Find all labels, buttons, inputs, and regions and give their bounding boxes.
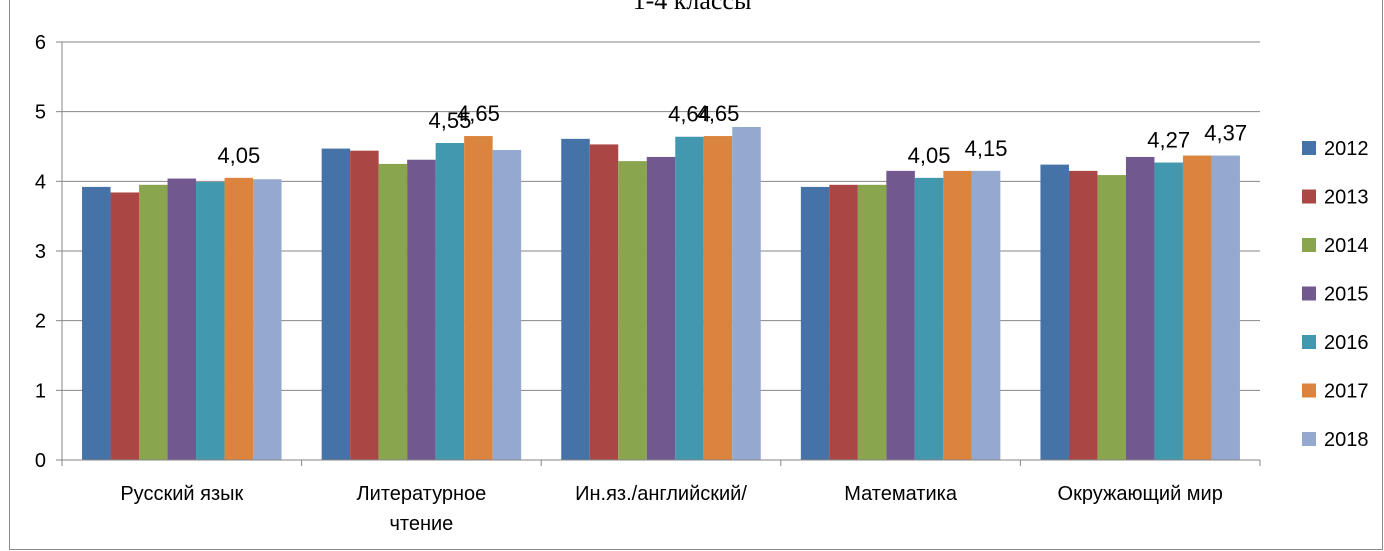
bar-2012 xyxy=(561,138,590,460)
data-label: 4,65 xyxy=(697,101,740,126)
y-tick-label: 5 xyxy=(35,102,46,124)
data-label: 4,05 xyxy=(217,143,260,168)
x-tick-label: Ин.яз./английский/ xyxy=(575,483,747,505)
bar-2017 xyxy=(464,136,493,461)
data-label: 4,27 xyxy=(1147,128,1190,153)
bar-2015 xyxy=(407,159,436,460)
bar-2017 xyxy=(703,136,733,461)
bar-2018 xyxy=(1211,155,1240,460)
bar-2015 xyxy=(886,170,915,460)
bar-2017 xyxy=(943,170,972,460)
bar-2014 xyxy=(378,163,408,460)
bar-2014 xyxy=(139,184,168,461)
bar-2018 xyxy=(732,126,761,460)
bars xyxy=(82,126,1240,461)
bar-2014 xyxy=(618,161,647,460)
y-tick-label: 4 xyxy=(35,171,46,193)
legend-swatch-2014 xyxy=(1302,238,1316,252)
y-tick-label: 3 xyxy=(35,241,46,263)
bar-2015 xyxy=(167,178,197,460)
data-label: 4,65 xyxy=(457,101,500,126)
y-axis-ticks: 0 1 2 3 4 5 6 xyxy=(35,32,46,472)
data-label: 4,37 xyxy=(1204,121,1247,146)
legend-swatch-2016 xyxy=(1302,335,1316,349)
x-tick-label: Окружающий мир xyxy=(1058,483,1223,505)
bar-2012 xyxy=(321,148,351,460)
data-labels: 4,054,554,65 4,644,654,05 4,15 4,27 4,37 xyxy=(217,101,1247,168)
x-tick-label: Русский язык xyxy=(120,483,243,505)
legend: 2012 2013 2014 2015 2016 2017 2018 xyxy=(1302,138,1369,451)
legend-swatch-2015 xyxy=(1302,286,1316,301)
x-tick-label: Математика xyxy=(844,483,958,505)
bar-2013 xyxy=(1068,170,1098,460)
bar-2016 xyxy=(435,143,465,460)
y-tick-label: 6 xyxy=(35,32,46,54)
bar-2016 xyxy=(1154,162,1183,461)
axes xyxy=(56,41,1261,466)
x-tick-label: Литературное xyxy=(357,483,487,505)
data-label: 4,55 xyxy=(428,108,471,133)
legend-label: 2018 xyxy=(1324,429,1369,451)
legend-swatch-2012 xyxy=(1302,141,1316,155)
bar-2018 xyxy=(492,149,522,460)
x-tick-label: чтение xyxy=(389,513,453,535)
bar-2015 xyxy=(1125,156,1155,460)
y-tick-label: 0 xyxy=(35,450,46,472)
bar-2017 xyxy=(224,177,254,460)
bar-2016 xyxy=(196,182,225,460)
bar-2013 xyxy=(110,192,140,461)
data-label: 4,64 xyxy=(668,102,711,127)
legend-label: 2017 xyxy=(1324,381,1369,403)
legend-swatch-2018 xyxy=(1302,432,1316,446)
bar-2012 xyxy=(82,186,111,460)
bar-2017 xyxy=(1182,155,1212,460)
legend-swatch-2017 xyxy=(1302,383,1316,398)
legend-label: 2014 xyxy=(1324,235,1369,257)
bar-2012 xyxy=(800,186,830,460)
bar-2016 xyxy=(914,177,944,460)
y-tick-label: 1 xyxy=(35,380,46,402)
y-tick-label: 2 xyxy=(35,311,46,333)
legend-label: 2013 xyxy=(1324,187,1369,209)
bar-2015 xyxy=(646,156,676,460)
legend-label: 2015 xyxy=(1324,284,1369,306)
x-axis-ticks: Русский язык Литературное чтение Ин.яз./анг… xyxy=(120,483,1223,535)
chart-title: 1-4 классы xyxy=(632,0,752,15)
legend-label: 2012 xyxy=(1324,138,1369,160)
bar-2018 xyxy=(253,179,282,460)
bar-2014 xyxy=(857,184,887,461)
bar-2018 xyxy=(971,170,1001,460)
chart-frame xyxy=(9,0,1383,550)
bar-2014 xyxy=(1097,175,1126,460)
legend-swatch-2013 xyxy=(1302,189,1316,204)
bar-2013 xyxy=(350,150,379,460)
bar-2013 xyxy=(589,144,619,460)
data-label: 4,15 xyxy=(965,136,1008,161)
bar-2012 xyxy=(1040,164,1069,460)
data-label: 4,05 xyxy=(908,143,951,168)
legend-label: 2016 xyxy=(1324,332,1369,354)
bar-2013 xyxy=(829,184,858,461)
bar-2016 xyxy=(675,136,704,460)
